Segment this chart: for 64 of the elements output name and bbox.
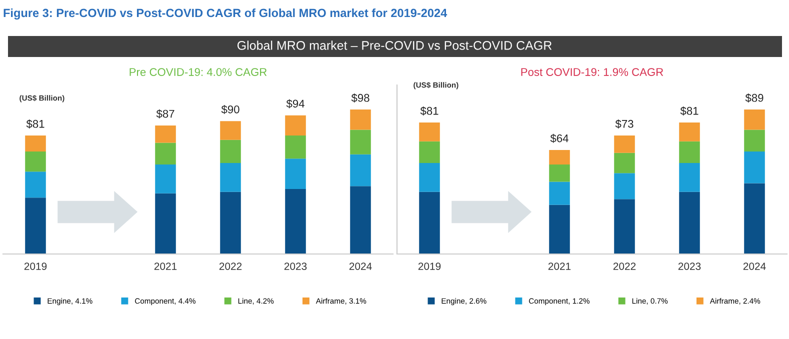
annotation: $81 xyxy=(680,106,698,116)
x-tick-label: 2022 xyxy=(219,262,242,270)
bar xyxy=(744,130,765,152)
bar xyxy=(220,192,241,254)
bar xyxy=(419,141,440,163)
bar xyxy=(220,121,241,140)
x-tick-label: 2021 xyxy=(154,262,177,270)
bar xyxy=(155,142,176,164)
x-tick-label: 2019 xyxy=(24,262,47,270)
annotation: $87 xyxy=(156,109,174,118)
bar xyxy=(679,163,700,192)
text: Global MRO market – Pre-COVID vs Post-COVID CAGR xyxy=(237,40,552,50)
annotation: $90 xyxy=(221,105,240,114)
chart-title: Pre COVID-19: 4.0% CAGR xyxy=(130,68,267,76)
bar xyxy=(285,158,306,189)
annotation: $81 xyxy=(26,119,44,128)
bar xyxy=(285,115,306,136)
caption: Figure 3: Pre-COVID vs Post-COVID CAGR of Global MRO market for 2019-2024 xyxy=(4,8,448,20)
annotation: $98 xyxy=(351,93,370,102)
annotation: $73 xyxy=(615,119,634,128)
bar xyxy=(419,163,440,192)
bar xyxy=(679,122,700,142)
bar xyxy=(25,172,46,198)
bar xyxy=(614,199,635,254)
annotation: $81 xyxy=(420,106,438,116)
bar xyxy=(614,173,635,200)
bar xyxy=(25,151,46,172)
x-tick-label: 2024 xyxy=(743,262,766,270)
bar xyxy=(419,192,440,254)
bar xyxy=(549,182,570,205)
bar xyxy=(25,136,46,152)
bar xyxy=(155,193,176,254)
bar xyxy=(744,151,765,184)
x-tick-label: 2024 xyxy=(349,262,372,270)
chart-title: Post COVID-19: 1.9% CAGR xyxy=(521,68,664,76)
bar xyxy=(679,141,700,163)
bar xyxy=(744,183,765,254)
annotation: $89 xyxy=(745,93,764,102)
x-tick-label: 2023 xyxy=(678,262,701,270)
x-tick-label: 2019 xyxy=(418,262,441,270)
x-tick-label: 2022 xyxy=(613,262,636,270)
bar xyxy=(350,154,371,186)
bar xyxy=(285,136,306,159)
bar xyxy=(549,150,570,164)
x-tick-label: 2023 xyxy=(284,262,307,270)
bar xyxy=(679,192,700,254)
bar xyxy=(744,110,765,130)
annotation: $94 xyxy=(286,99,304,108)
bar xyxy=(155,125,176,143)
bar xyxy=(350,186,371,254)
bar xyxy=(419,122,440,142)
bar xyxy=(614,152,635,174)
bar xyxy=(350,130,371,154)
bar xyxy=(614,136,635,153)
bar xyxy=(220,163,241,192)
bar xyxy=(350,110,371,130)
annotation: $64 xyxy=(550,134,568,143)
bar xyxy=(285,189,306,254)
bar xyxy=(155,164,176,194)
bar xyxy=(549,164,570,182)
bar xyxy=(549,204,570,254)
bar xyxy=(220,140,241,163)
bar xyxy=(25,198,46,254)
x-tick-label: 2021 xyxy=(548,262,571,270)
